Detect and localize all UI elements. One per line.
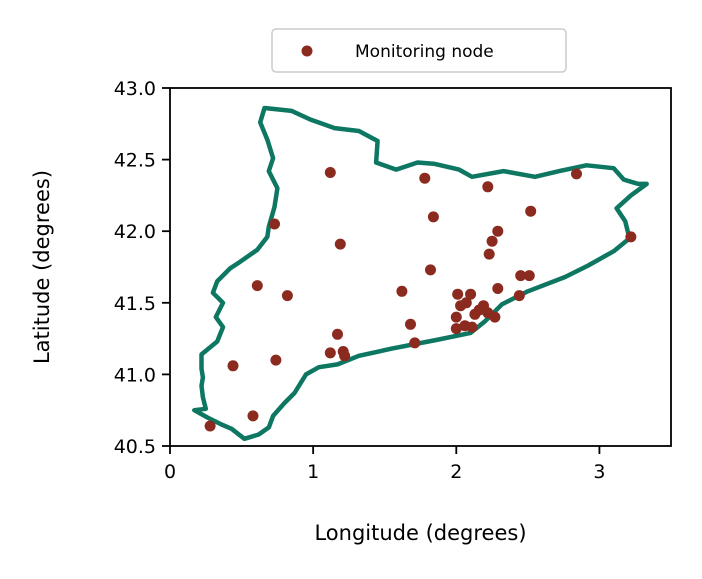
x-tick-label: 2 (450, 461, 462, 483)
data-point (324, 167, 336, 178)
data-point (227, 360, 239, 372)
data-point (324, 347, 336, 359)
data-point (450, 311, 462, 323)
data-point (409, 337, 421, 349)
data-point (419, 172, 431, 184)
plot-frame (169, 87, 672, 447)
data-point (247, 410, 259, 422)
data-point (450, 323, 462, 335)
data-point (396, 285, 408, 297)
data-point (405, 318, 416, 330)
data-point (492, 283, 504, 294)
data-point (455, 300, 467, 312)
data-point (281, 290, 293, 302)
boundary-line (192, 105, 649, 442)
x-axis-ticks: 0 1 2 3 (164, 446, 605, 483)
y-tick-label: 41.5 (114, 293, 156, 315)
x-tick-label: 0 (164, 461, 176, 483)
data-point (486, 235, 498, 247)
data-point (515, 270, 527, 282)
data-point (625, 231, 637, 243)
data-point (482, 181, 494, 193)
data-point (483, 248, 495, 260)
data-point (571, 168, 582, 180)
legend-label-monitoring-node: Monitoring node (355, 42, 494, 62)
data-point (332, 328, 343, 340)
data-point (489, 311, 501, 323)
data-point (269, 218, 280, 230)
legend: Monitoring node (271, 28, 567, 73)
data-point (513, 290, 525, 302)
y-axis-label: Latitude (degrees) (30, 170, 54, 364)
y-axis-ticks: 40.5 41.0 41.5 42.0 42.5 43.0 (114, 78, 170, 458)
data-point (525, 205, 537, 217)
data-point (251, 280, 263, 292)
data-point (270, 354, 282, 366)
x-axis-label: Longitude (degrees) (314, 521, 526, 545)
data-point (425, 264, 436, 276)
legend-box (271, 28, 567, 73)
region-boundary (192, 105, 649, 442)
data-point (339, 350, 351, 362)
data-point (204, 420, 216, 432)
y-tick-label: 42.0 (114, 221, 156, 243)
data-point (466, 321, 478, 333)
data-point (492, 225, 504, 237)
legend-marker-monitoring-node (301, 45, 313, 57)
data-point (427, 211, 439, 223)
y-tick-label: 43.0 (114, 78, 156, 100)
y-tick-label: 42.5 (114, 150, 156, 172)
data-point (523, 270, 535, 282)
y-tick-label: 41.0 (114, 364, 156, 386)
data-point (465, 288, 477, 300)
data-point (469, 308, 481, 320)
y-tick-label: 40.5 (114, 436, 156, 458)
data-point (334, 238, 346, 250)
x-tick-label: 1 (307, 461, 319, 483)
monitoring-nodes (204, 167, 637, 432)
data-point (452, 288, 464, 300)
x-tick-label: 3 (593, 461, 605, 483)
